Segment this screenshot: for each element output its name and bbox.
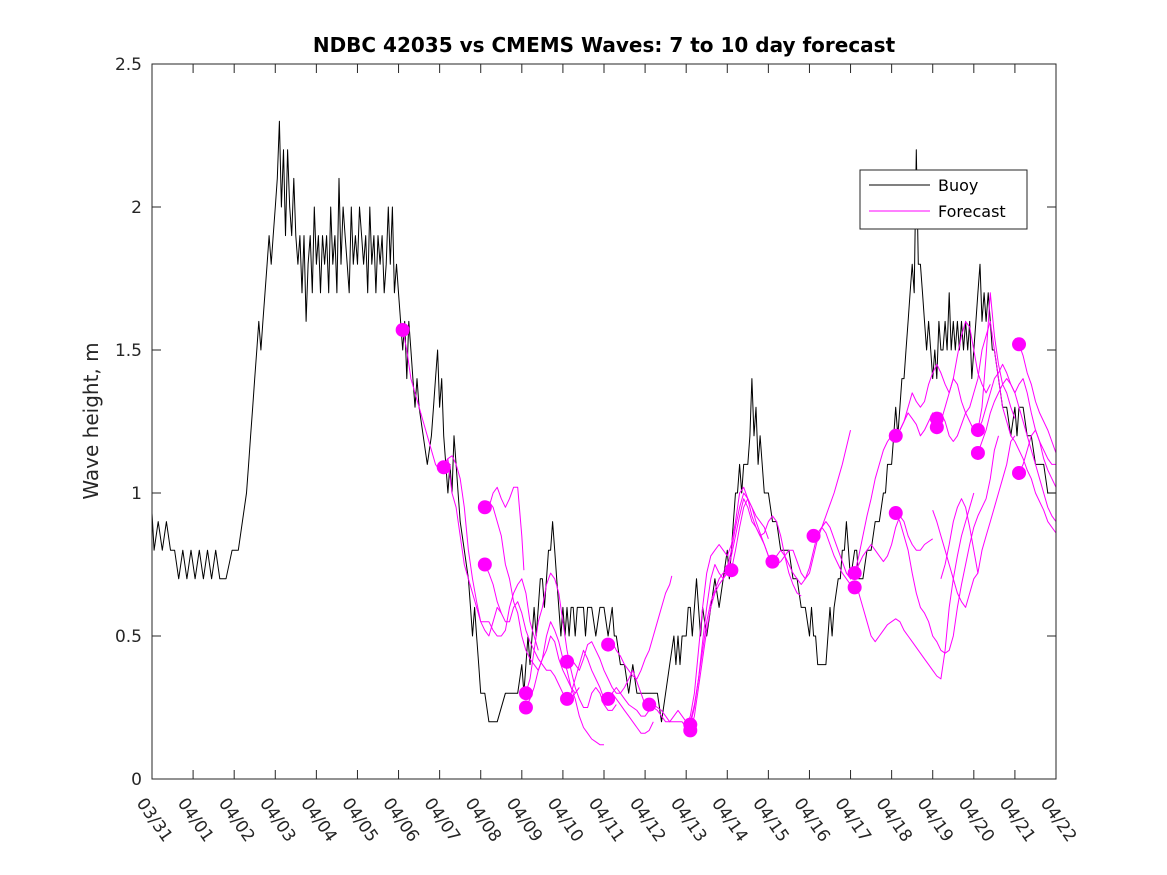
forecast-series-line-27	[977, 378, 1057, 522]
forecast-series-line-6	[525, 572, 617, 711]
forecast-series-line-1	[402, 329, 502, 637]
forecast-series-line-22	[895, 435, 999, 654]
plot-frame	[151, 63, 1057, 780]
forecast-start-marker	[518, 686, 533, 701]
legend-box	[859, 169, 1028, 230]
forecast-series-line-21	[895, 320, 991, 437]
forecast-series-line-2	[443, 455, 539, 651]
buoy-series-line	[151, 120, 1056, 723]
y-tick-label: 0.5	[115, 627, 142, 647]
forecast-start-marker	[765, 554, 780, 569]
forecast-series-line-5	[484, 486, 525, 571]
forecast-start-marker	[847, 580, 862, 595]
forecast-series-line-28	[1018, 344, 1057, 454]
forecast-start-marker	[1012, 465, 1027, 480]
legend-buoy-label: Buoy	[938, 176, 978, 195]
chart-title: NDBC 42035 vs CMEMS Waves: 7 to 10 day f…	[313, 33, 896, 57]
forecast-start-marker	[970, 445, 985, 460]
forecast-start-marker	[560, 654, 575, 669]
forecast-start-marker	[477, 557, 492, 572]
legend-forecast-label: Forecast	[938, 202, 1006, 221]
forecast-series-line-23	[936, 320, 1057, 534]
forecast-start-marker	[683, 723, 698, 738]
forecast-start-marker	[888, 428, 903, 443]
forecast-series-line-25	[932, 435, 1016, 608]
forecast-start-marker	[395, 322, 410, 337]
y-axis-label: Wave height, m	[79, 342, 103, 499]
forecast-series-line-10	[607, 575, 673, 680]
forecast-series-line-8	[566, 641, 654, 711]
y-tick-label: 2.5	[115, 55, 142, 75]
forecast-series-line-15	[685, 486, 769, 728]
y-tick-label: 1	[131, 484, 142, 504]
y-tick-label: 2	[131, 198, 142, 218]
forecast-series-line-14	[689, 492, 802, 731]
forecast-start-marker	[436, 460, 451, 475]
forecast-series-line-30	[977, 363, 1056, 465]
forecast-start-marker	[1012, 337, 1027, 352]
forecast-start-marker	[847, 566, 862, 581]
y-tick-labels: 0 0.5 1 1.5 2 2.5	[115, 55, 142, 790]
y-tick-label: 1.5	[115, 341, 142, 361]
forecast-start-marker	[601, 691, 616, 706]
forecast-start-marker	[642, 697, 657, 712]
forecast-series-line-18	[813, 515, 933, 580]
forecast-start-marker	[970, 423, 985, 438]
forecast-series-line-20	[854, 492, 975, 680]
forecast-start-marker	[518, 700, 533, 715]
forecast-start-marker	[888, 506, 903, 521]
forecast-series-line-17	[772, 526, 851, 585]
forecast-series-line-16	[730, 429, 851, 580]
forecast-start-marker	[806, 528, 821, 543]
y-tick-label: 0	[131, 770, 142, 790]
forecast-start-marker	[477, 500, 492, 515]
forecast-series-line-26	[940, 498, 979, 579]
forecast-start-marker	[724, 563, 739, 578]
forecast-start-marker	[560, 691, 575, 706]
forecast-start-marker	[601, 637, 616, 652]
legend: Buoy Forecast	[859, 169, 1028, 230]
forecast-start-marker	[929, 420, 944, 435]
forecast-markers	[395, 322, 1027, 738]
